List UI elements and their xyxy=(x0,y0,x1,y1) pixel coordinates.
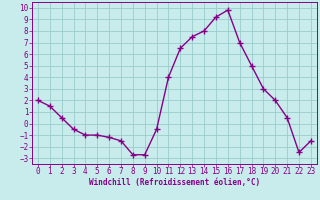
X-axis label: Windchill (Refroidissement éolien,°C): Windchill (Refroidissement éolien,°C) xyxy=(89,178,260,187)
